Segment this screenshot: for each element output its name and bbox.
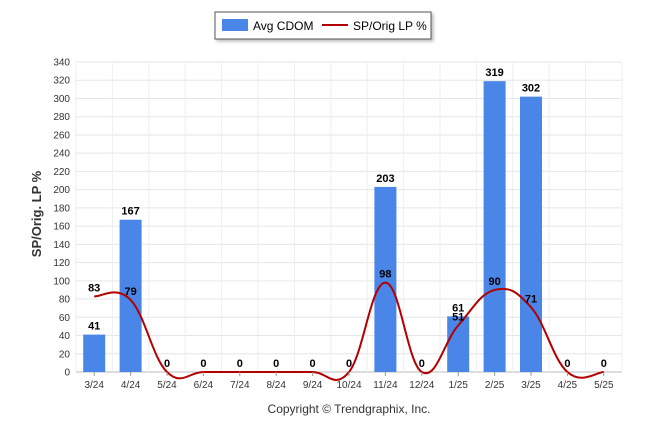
y-tick-label: 240 [53,149,70,160]
x-tick-label: 5/25 [594,380,614,391]
bar [374,186,397,372]
legend-line-label: SP/Orig LP % [353,19,427,33]
bar [483,81,506,372]
x-tick-label: 3/25 [521,380,541,391]
y-tick-label: 160 [53,222,70,233]
y-tick-label: 200 [53,185,70,196]
legend-bar-swatch [222,19,248,31]
line-value-label: 90 [488,276,500,288]
y-tick-label: 80 [59,295,71,306]
y-tick-label: 20 [59,349,71,360]
bar [447,316,470,372]
line-value-label: 51 [452,312,464,324]
line-value-label: 79 [124,286,136,298]
x-tick-label: 9/24 [303,380,323,391]
bar-value-label: 0 [200,358,206,370]
bar-value-label: 0 [564,358,570,370]
y-tick-label: 0 [64,368,70,379]
line-value-label: 71 [525,293,537,305]
y-tick-label: 220 [53,167,70,178]
legend: Avg CDOM SP/Orig LP % [214,11,432,40]
bar [83,334,106,372]
bar [119,219,142,372]
y-tick-label: 340 [53,58,70,69]
line-value-label: 83 [88,282,100,294]
y-tick-label: 40 [59,331,71,342]
bar-value-label: 302 [522,83,540,95]
bar-value-label: 319 [485,67,503,79]
bar-value-label: 167 [121,206,139,218]
bar-value-label: 61 [452,302,464,314]
bar-value-label: 0 [601,358,607,370]
line-value-label: 98 [379,269,391,281]
bar [520,96,542,372]
y-tick-label: 140 [53,240,70,251]
bar-value-label: 203 [376,173,394,185]
y-tick-label: 120 [53,258,70,269]
x-tick-label: 5/24 [157,380,177,391]
x-axis-ticks: 3/24 4/24 5/24 6/24 7/24 8/24 9/24 10/24 11/24 12… [84,372,614,391]
bar-series [83,81,542,372]
sp-orig-line [94,281,604,381]
x-tick-label: 8/24 [266,380,286,391]
x-tick-label: 12/24 [409,380,434,391]
x-tick-label: 10/24 [336,380,361,391]
y-tick-label: 320 [53,76,70,87]
y-tick-label: 100 [53,276,70,287]
x-tick-label: 11/24 [373,380,398,391]
x-tick-label: 2/25 [485,380,505,391]
y-axis-title: SP/Orig. LP % [29,170,44,257]
bar-value-label: 41 [88,321,100,333]
y-axis-ticks: 0 20 40 60 80 100 120 140 160 180 200 220 240 260 280 3… [53,58,70,379]
bar-value-label: 0 [273,358,279,370]
x-tick-label: 4/25 [558,380,578,391]
x-tick-label: 1/25 [448,380,468,391]
x-tick-label: 4/24 [121,380,141,391]
y-tick-label: 180 [53,203,70,214]
bar-value-label: 0 [346,358,352,370]
x-tick-label: 7/24 [230,380,250,391]
y-tick-label: 260 [53,130,70,141]
y-tick-label: 280 [53,112,70,123]
x-tick-label: 3/24 [84,380,104,391]
bar-value-label: 0 [164,358,170,370]
copyright-credit: Copyright © Trendgraphix, Inc. [268,402,431,416]
bar-value-label: 0 [310,358,316,370]
data-labels: 41 167 0 0 0 0 0 0 203 0 61 319 302 0 0 83 79 98 51 90 71 [88,67,607,370]
y-tick-label: 300 [53,94,70,105]
x-tick-label: 6/24 [194,380,214,391]
legend-bar-label: Avg CDOM [253,19,313,33]
bar-value-label: 0 [237,358,243,370]
bar-value-label: 0 [419,358,425,370]
y-tick-label: 60 [59,313,71,324]
